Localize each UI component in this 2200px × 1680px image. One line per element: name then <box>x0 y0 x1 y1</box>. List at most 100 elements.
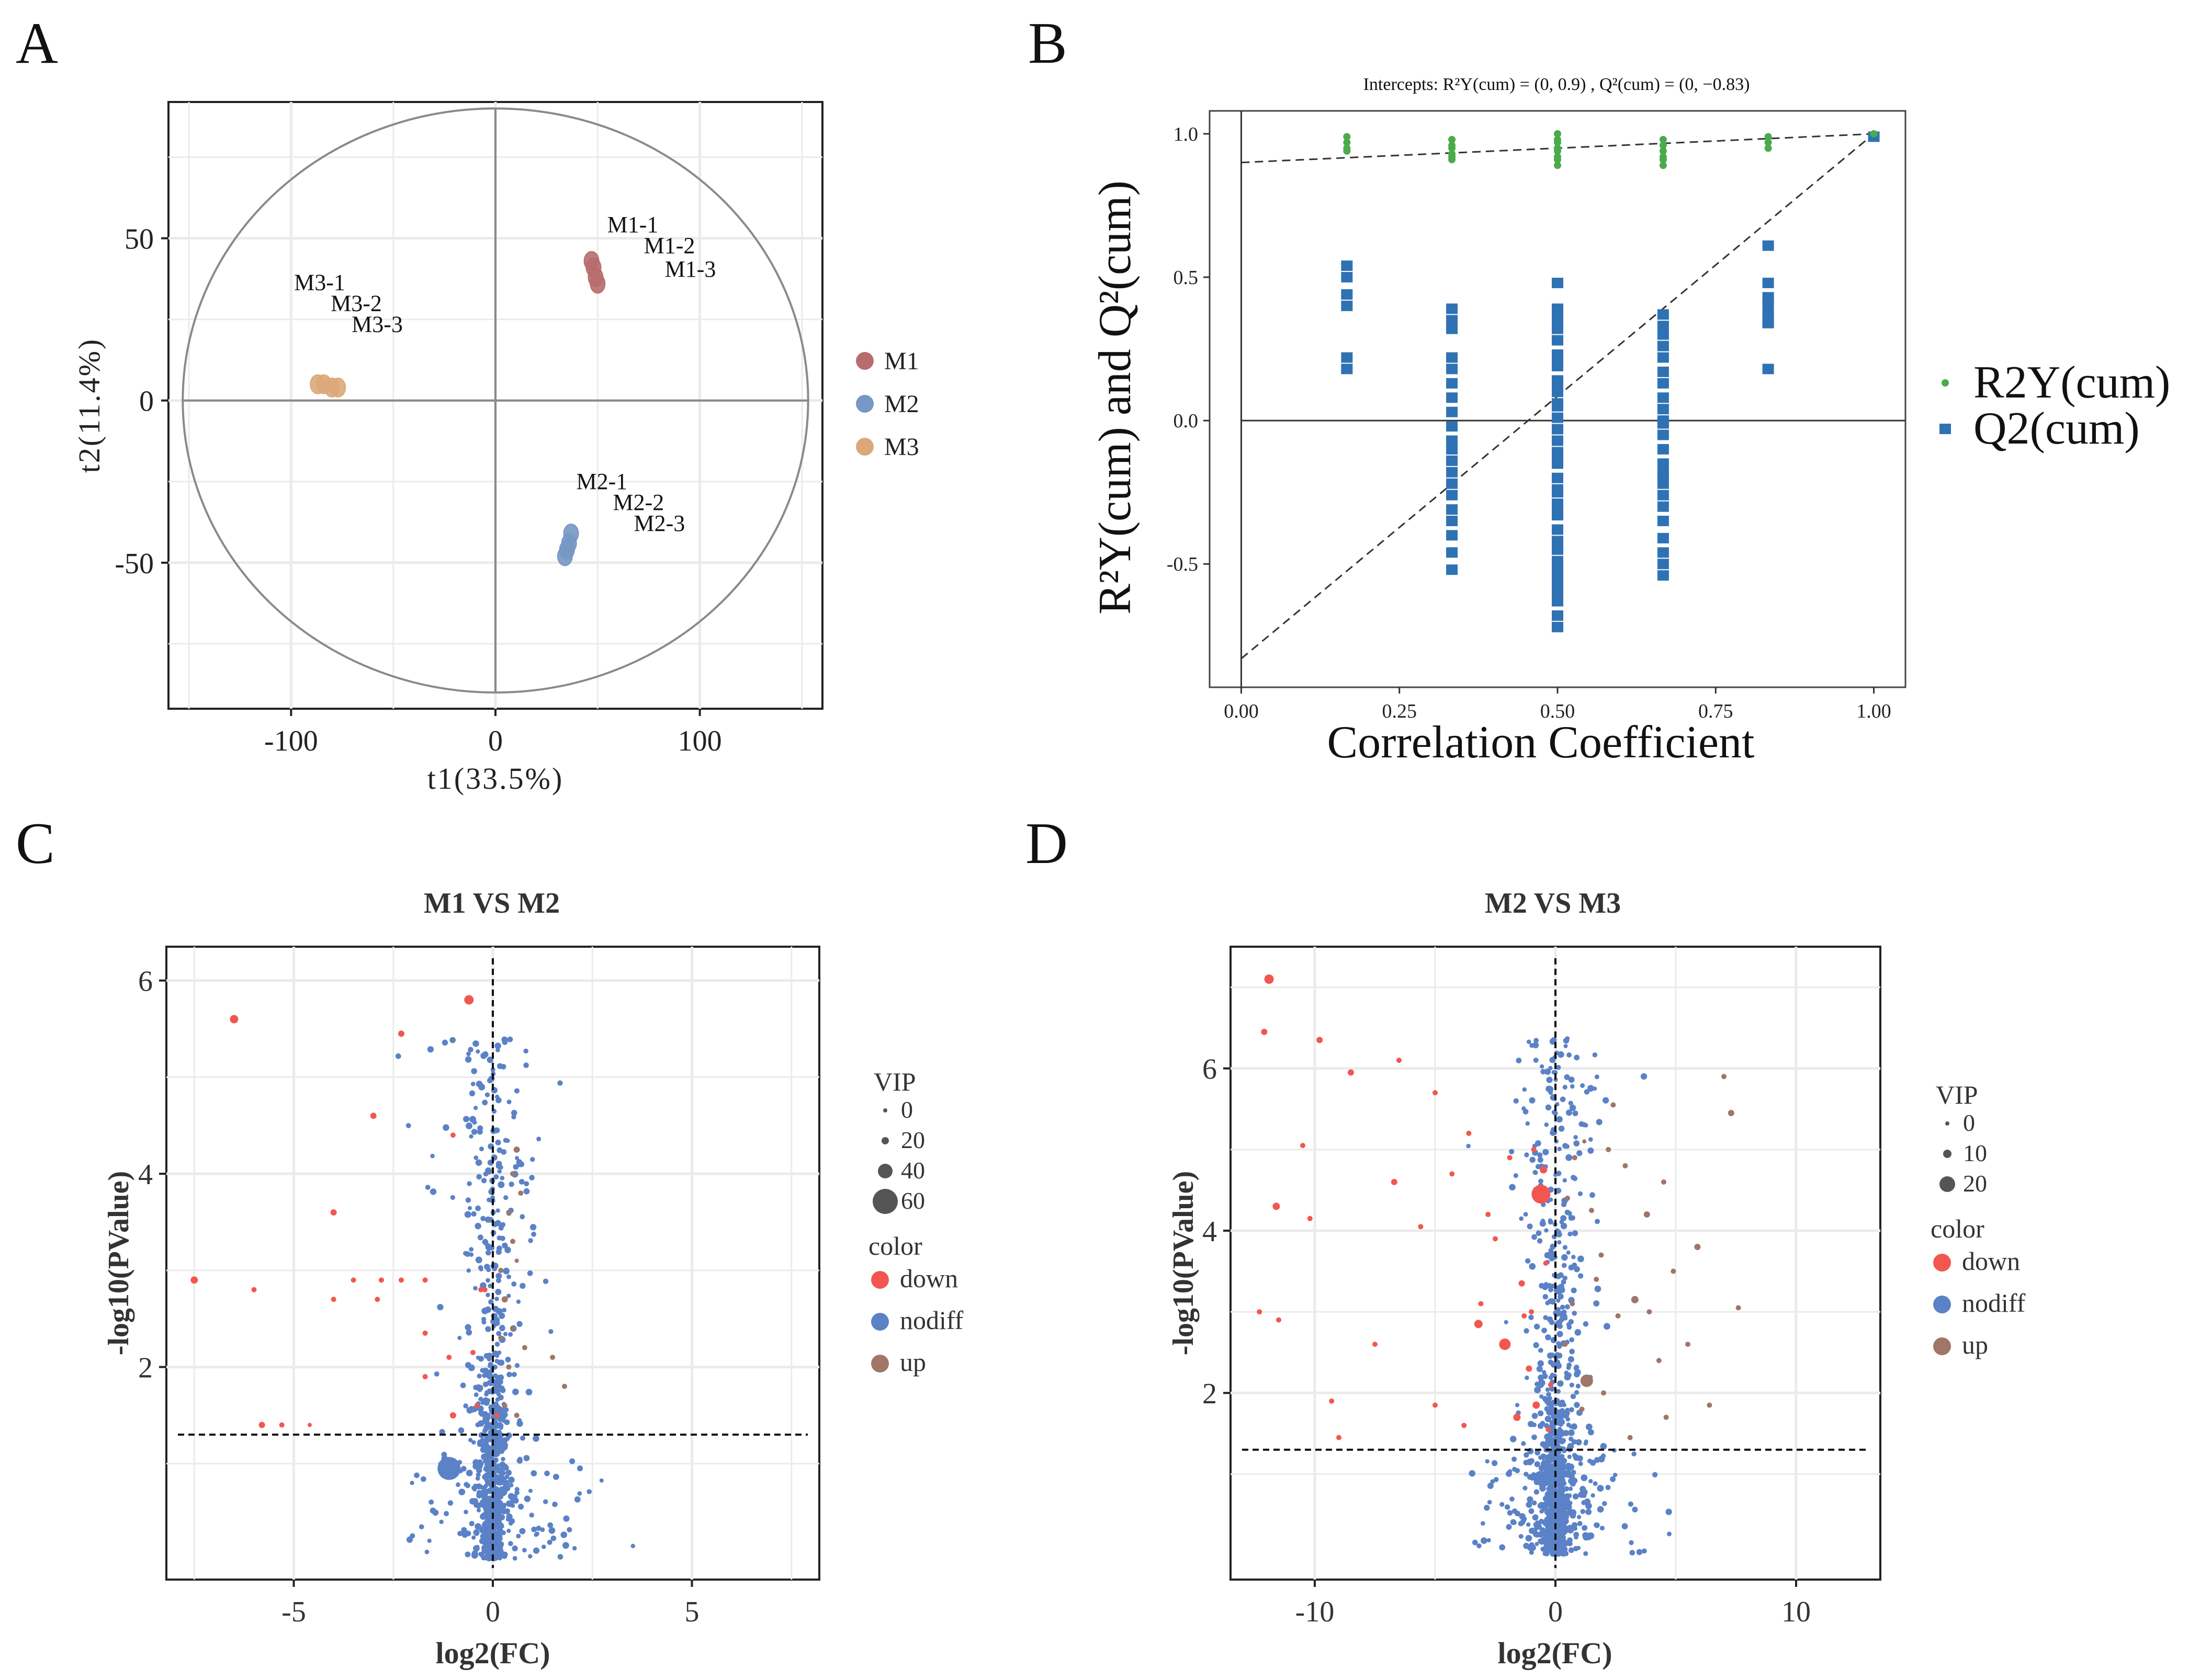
nodiff-point <box>434 1371 439 1377</box>
nodiff-point <box>499 1412 505 1418</box>
nodiff-point <box>456 1482 460 1487</box>
q2-point <box>1657 321 1669 332</box>
nodiff-point <box>1543 1315 1548 1320</box>
x-tick-label: 0.25 <box>1382 700 1417 722</box>
nodiff-point <box>482 1372 487 1378</box>
up-point <box>1685 1342 1690 1347</box>
q2-point <box>1446 490 1458 501</box>
nodiff-point <box>1573 1546 1579 1552</box>
down-point <box>1521 1313 1527 1319</box>
nodiff-point <box>1610 1476 1616 1482</box>
nodiff-point <box>1577 1273 1584 1279</box>
q2-point <box>1762 298 1774 309</box>
nodiff-point <box>1594 1522 1600 1528</box>
nodiff-point <box>1561 1279 1566 1285</box>
pca-point-m1 <box>590 274 606 294</box>
q2-point <box>1446 378 1458 389</box>
q2-point <box>1552 610 1563 621</box>
legend-size-label: 40 <box>901 1157 925 1184</box>
q2-point <box>1552 536 1563 547</box>
nodiff-point <box>427 1538 432 1543</box>
nodiff-point <box>1585 1423 1593 1431</box>
nodiff-point <box>1522 1087 1527 1092</box>
down-point <box>1348 1069 1354 1076</box>
nodiff-point <box>577 1465 583 1471</box>
nodiff-point <box>1574 1369 1581 1376</box>
nodiff-point <box>1529 1097 1536 1104</box>
nodiff-point <box>493 1373 498 1378</box>
nodiff-point <box>475 1545 480 1550</box>
panel-a-xlabel: t1(33.5%) <box>427 762 564 796</box>
down-point <box>1336 1435 1341 1440</box>
down-point <box>258 1422 265 1428</box>
r2y-point <box>1343 133 1351 141</box>
legend-size-title: VIP <box>1936 1080 1978 1109</box>
nodiff-point <box>430 1188 437 1195</box>
nodiff-point <box>471 1211 477 1217</box>
nodiff-point <box>498 1447 505 1455</box>
down-point <box>331 1297 336 1302</box>
q2-point <box>1341 271 1353 282</box>
nodiff-point <box>487 1353 492 1358</box>
nodiff-point <box>514 1486 520 1492</box>
nodiff-point <box>1555 1288 1562 1295</box>
nodiff-point <box>1556 1298 1561 1303</box>
q2-point <box>1552 358 1563 369</box>
nodiff-point <box>1665 1508 1672 1515</box>
nodiff-point <box>1563 1429 1569 1436</box>
nodiff-point <box>466 1469 473 1477</box>
nodiff-point <box>1535 1164 1541 1170</box>
nodiff-point <box>1547 1282 1552 1289</box>
down-point <box>1396 1058 1402 1063</box>
nodiff-point <box>502 1242 508 1249</box>
up-point <box>1663 1414 1669 1420</box>
nodiff-point <box>1566 1422 1571 1427</box>
nodiff-point <box>1484 1505 1490 1511</box>
nodiff-point <box>1572 1310 1577 1316</box>
nodiff-point <box>486 1169 492 1175</box>
nodiff-point <box>1547 1507 1552 1513</box>
up-point <box>1631 1296 1639 1303</box>
legend-label: M1 <box>884 347 919 375</box>
nodiff-point <box>1535 1449 1541 1456</box>
up-point <box>501 1296 508 1303</box>
nodiff-point <box>512 1388 519 1395</box>
legend-size-swatch <box>882 1137 889 1144</box>
nodiff-point <box>1594 1074 1599 1080</box>
nodiff-point <box>439 1429 445 1435</box>
q2-point <box>1446 315 1458 326</box>
nodiff-point <box>1511 1520 1517 1525</box>
nodiff-point <box>1491 1460 1498 1467</box>
nodiff-point <box>1538 1410 1544 1416</box>
nodiff-point <box>458 1489 466 1495</box>
nodiff-point <box>511 1109 517 1116</box>
nodiff-point <box>1583 1123 1588 1128</box>
down-point <box>279 1422 285 1428</box>
nodiff-point <box>1562 1084 1567 1090</box>
nodiff-point <box>1544 1228 1549 1233</box>
nodiff-point <box>1570 1215 1575 1221</box>
nodiff-point <box>464 1482 469 1488</box>
q2-point <box>1762 364 1774 374</box>
down-point <box>1307 1216 1313 1221</box>
nodiff-point <box>1572 1176 1578 1182</box>
nodiff-point <box>410 1481 414 1485</box>
nodiff-point <box>497 1278 502 1283</box>
nodiff-point <box>548 1329 554 1334</box>
nodiff-point <box>552 1473 559 1480</box>
nodiff-point <box>1525 1121 1530 1126</box>
nodiff-point <box>478 1397 483 1402</box>
nodiff-point <box>450 1195 455 1200</box>
nodiff-point <box>1594 1457 1600 1463</box>
nodiff-point <box>524 1495 531 1502</box>
nodiff-point <box>1476 1543 1482 1549</box>
nodiff-point <box>505 1356 511 1363</box>
q2-point <box>1657 429 1669 440</box>
q2-point <box>1552 315 1563 326</box>
q2-point <box>1552 524 1563 535</box>
nodiff-point <box>577 1491 582 1496</box>
nodiff-point <box>1595 1219 1600 1224</box>
down-point <box>450 1132 456 1138</box>
nodiff-point <box>1567 1429 1575 1436</box>
nodiff-point <box>484 1553 491 1559</box>
